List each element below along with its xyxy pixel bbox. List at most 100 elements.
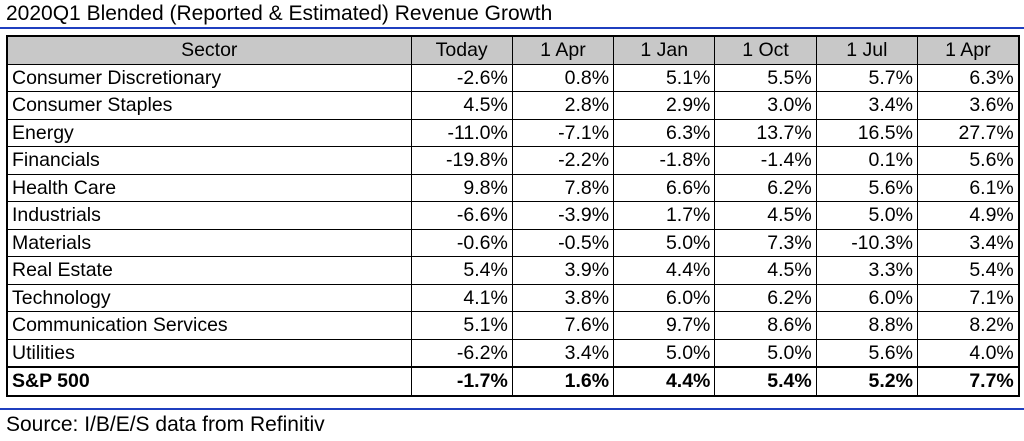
value-cell: 5.4% (916, 256, 1020, 285)
table-row: Materials -0.6% -0.5% 5.0% 7.3% -10.3% 3… (6, 228, 1020, 257)
value-cell: 5.1% (613, 63, 716, 92)
column-header-1-apr: 1 Apr (511, 35, 615, 65)
column-header-today: Today (410, 35, 513, 65)
value-cell: 5.6% (815, 173, 918, 202)
value-cell: 4.0% (916, 338, 1020, 368)
value-cell: 8.8% (815, 311, 918, 340)
total-value-cell: 5.2% (815, 366, 918, 397)
value-cell: 9.7% (613, 311, 716, 340)
value-cell: 4.9% (916, 201, 1020, 230)
value-cell: 6.2% (714, 173, 817, 202)
source-divider (0, 408, 1024, 410)
table-header-row: Sector Today 1 Apr 1 Jan 1 Oct 1 Jul 1 A… (6, 35, 1020, 65)
sector-cell: Financials (6, 146, 412, 175)
total-value-cell: 4.4% (613, 366, 716, 397)
value-cell: 6.3% (916, 63, 1020, 92)
value-cell: 16.5% (815, 118, 918, 147)
value-cell: 7.3% (714, 228, 817, 257)
column-header-1-jan: 1 Jan (613, 35, 716, 65)
total-row: S&P 500 -1.7% 1.6% 4.4% 5.4% 5.2% 7.7% (6, 366, 1020, 397)
value-cell: -1.8% (613, 146, 716, 175)
column-header-1-jul: 1 Jul (815, 35, 918, 65)
sector-cell: Industrials (6, 201, 412, 230)
table-row: Technology 4.1% 3.8% 6.0% 6.2% 6.0% 7.1% (6, 283, 1020, 312)
sector-cell: Materials (6, 228, 412, 257)
value-cell: 6.3% (613, 118, 716, 147)
value-cell: 4.5% (714, 256, 817, 285)
value-cell: 5.0% (613, 228, 716, 257)
value-cell: 9.8% (410, 173, 513, 202)
value-cell: 3.8% (511, 283, 615, 312)
table-body: Consumer Discretionary -2.6% 0.8% 5.1% 5… (6, 63, 1020, 397)
value-cell: 5.4% (410, 256, 513, 285)
total-value-cell: 7.7% (916, 366, 1020, 397)
page-title: 2020Q1 Blended (Reported & Estimated) Re… (6, 2, 553, 25)
value-cell: 4.1% (410, 283, 513, 312)
value-cell: 5.7% (815, 63, 918, 92)
value-cell: 2.8% (511, 91, 615, 120)
value-cell: -11.0% (410, 118, 513, 147)
total-sector-cell: S&P 500 (6, 366, 412, 397)
value-cell: -10.3% (815, 228, 918, 257)
table-row: Industrials -6.6% -3.9% 1.7% 4.5% 5.0% 4… (6, 201, 1020, 230)
value-cell: -6.6% (410, 201, 513, 230)
total-value-cell: 1.6% (511, 366, 615, 397)
value-cell: 6.2% (714, 283, 817, 312)
value-cell: 6.0% (613, 283, 716, 312)
column-header-sector: Sector (6, 35, 412, 65)
sector-cell: Real Estate (6, 256, 412, 285)
value-cell: 5.5% (714, 63, 817, 92)
table-row: Utilities -6.2% 3.4% 5.0% 5.0% 5.6% 4.0% (6, 338, 1020, 368)
value-cell: -6.2% (410, 338, 513, 368)
sector-cell: Energy (6, 118, 412, 147)
total-value-cell: -1.7% (410, 366, 513, 397)
value-cell: -3.9% (511, 201, 615, 230)
value-cell: 4.4% (613, 256, 716, 285)
value-cell: 8.2% (916, 311, 1020, 340)
sector-cell: Technology (6, 283, 412, 312)
sector-cell: Consumer Staples (6, 91, 412, 120)
column-header-1-apr-prior: 1 Apr (916, 35, 1020, 65)
value-cell: 8.6% (714, 311, 817, 340)
value-cell: 5.0% (815, 201, 918, 230)
value-cell: -7.1% (511, 118, 615, 147)
value-cell: 6.1% (916, 173, 1020, 202)
value-cell: -2.2% (511, 146, 615, 175)
sector-cell: Consumer Discretionary (6, 63, 412, 92)
value-cell: 3.3% (815, 256, 918, 285)
value-cell: 0.1% (815, 146, 918, 175)
table-row: Real Estate 5.4% 3.9% 4.4% 4.5% 3.3% 5.4… (6, 256, 1020, 285)
value-cell: 4.5% (410, 91, 513, 120)
value-cell: 6.0% (815, 283, 918, 312)
value-cell: 5.6% (916, 146, 1020, 175)
table-row: Financials -19.8% -2.2% -1.8% -1.4% 0.1%… (6, 146, 1020, 175)
column-header-1-oct: 1 Oct (714, 35, 817, 65)
table-row: Energy -11.0% -7.1% 6.3% 13.7% 16.5% 27.… (6, 118, 1020, 147)
value-cell: 3.6% (916, 91, 1020, 120)
value-cell: -2.6% (410, 63, 513, 92)
source-note: Source: I/B/E/S data from Refinitiv (6, 413, 325, 436)
value-cell: 13.7% (714, 118, 817, 147)
title-divider (0, 27, 1024, 29)
value-cell: 27.7% (916, 118, 1020, 147)
value-cell: -0.6% (410, 228, 513, 257)
value-cell: 3.4% (815, 91, 918, 120)
sector-cell: Health Care (6, 173, 412, 202)
value-cell: 4.5% (714, 201, 817, 230)
value-cell: -19.8% (410, 146, 513, 175)
value-cell: 3.4% (916, 228, 1020, 257)
value-cell: 2.9% (613, 91, 716, 120)
revenue-growth-table: Sector Today 1 Apr 1 Jan 1 Oct 1 Jul 1 A… (6, 35, 1020, 397)
value-cell: 5.0% (613, 338, 716, 368)
value-cell: 6.6% (613, 173, 716, 202)
value-cell: 7.1% (916, 283, 1020, 312)
total-value-cell: 5.4% (714, 366, 817, 397)
sector-cell: Communication Services (6, 311, 412, 340)
value-cell: 1.7% (613, 201, 716, 230)
value-cell: 7.6% (511, 311, 615, 340)
table-row: Consumer Discretionary -2.6% 0.8% 5.1% 5… (6, 63, 1020, 92)
value-cell: 3.0% (714, 91, 817, 120)
value-cell: 5.6% (815, 338, 918, 368)
value-cell: -0.5% (511, 228, 615, 257)
value-cell: -1.4% (714, 146, 817, 175)
